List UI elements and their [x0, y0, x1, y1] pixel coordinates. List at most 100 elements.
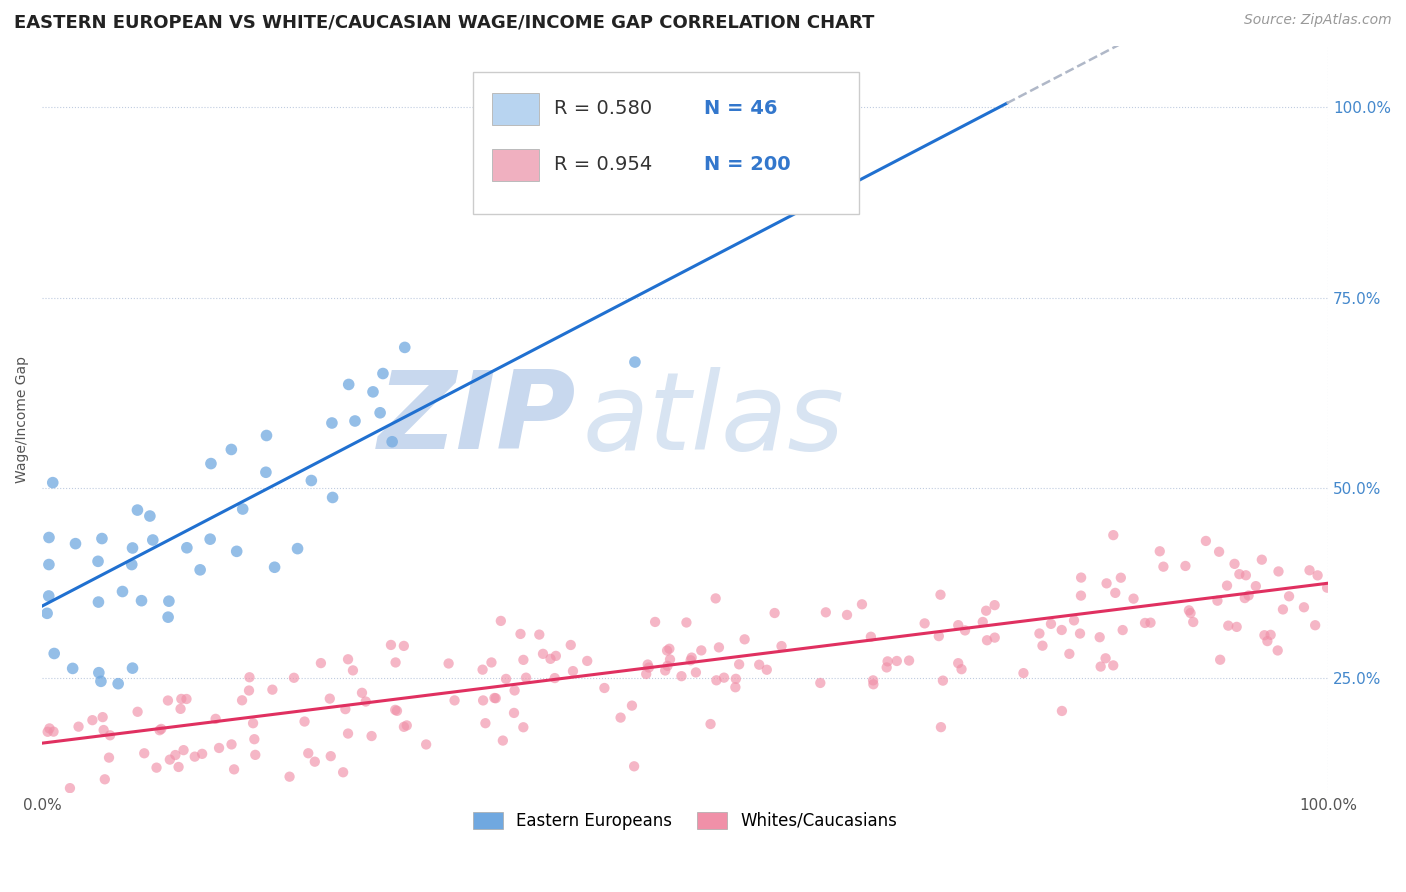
Point — [681, 650, 703, 665]
Point — [808, 676, 831, 690]
Point — [1271, 602, 1294, 616]
Point — [1250, 552, 1272, 566]
Point — [173, 743, 195, 757]
Point — [256, 428, 278, 442]
Point — [1094, 651, 1116, 665]
Point — [1088, 630, 1111, 644]
Point — [91, 710, 114, 724]
Point — [1102, 658, 1125, 673]
Point — [262, 682, 284, 697]
Point — [204, 712, 226, 726]
Point — [87, 554, 110, 568]
Point — [1104, 586, 1126, 600]
Point — [1070, 589, 1092, 603]
Point — [384, 703, 406, 717]
Point — [983, 631, 1005, 645]
Point — [159, 753, 181, 767]
Point — [343, 414, 366, 428]
Point — [1227, 567, 1250, 582]
Point — [675, 615, 697, 630]
Point — [1292, 600, 1315, 615]
Point — [111, 584, 134, 599]
Point — [42, 475, 65, 490]
Point — [283, 671, 305, 685]
Point — [1218, 618, 1240, 632]
Point — [1226, 620, 1249, 634]
Point — [394, 340, 416, 354]
Point — [1069, 626, 1091, 640]
Point — [350, 686, 373, 700]
Point — [983, 598, 1005, 612]
Point — [157, 594, 180, 608]
Point — [98, 750, 121, 764]
Point — [763, 606, 786, 620]
Point — [238, 670, 260, 684]
Point — [371, 367, 394, 381]
Point — [1102, 528, 1125, 542]
Point — [437, 657, 460, 671]
Point — [699, 717, 721, 731]
Point — [156, 693, 179, 707]
Point — [1039, 616, 1062, 631]
Point — [503, 683, 526, 698]
Point — [953, 624, 976, 638]
Point — [655, 643, 678, 657]
Point — [481, 656, 503, 670]
Point — [1260, 628, 1282, 642]
Point — [512, 653, 534, 667]
Point — [208, 741, 231, 756]
Point — [658, 641, 681, 656]
Point — [862, 673, 884, 688]
Point — [254, 465, 277, 479]
Text: R = 0.580: R = 0.580 — [554, 99, 652, 119]
Point — [200, 457, 222, 471]
Point — [734, 632, 756, 647]
Point — [914, 616, 936, 631]
Point — [623, 759, 645, 773]
Point — [472, 693, 495, 707]
Point — [644, 615, 666, 629]
Point — [1178, 603, 1201, 617]
Point — [157, 610, 180, 624]
Text: EASTERN EUROPEAN VS WHITE/CAUCASIAN WAGE/INCOME GAP CORRELATION CHART: EASTERN EUROPEAN VS WHITE/CAUCASIAN WAGE… — [14, 13, 875, 31]
Point — [321, 416, 343, 430]
Point — [392, 720, 415, 734]
Point — [1139, 615, 1161, 630]
Point — [121, 558, 143, 572]
Point — [1180, 606, 1202, 620]
Point — [529, 627, 551, 641]
Point — [188, 563, 211, 577]
Point — [1267, 565, 1289, 579]
Point — [90, 674, 112, 689]
Point — [562, 664, 585, 678]
Point — [319, 749, 342, 764]
Point — [360, 729, 382, 743]
Point — [231, 693, 253, 707]
Point — [748, 657, 770, 672]
Point — [489, 614, 512, 628]
Point — [263, 560, 285, 574]
Point — [770, 639, 793, 653]
Point — [337, 377, 360, 392]
Point — [1298, 563, 1320, 577]
Point — [225, 544, 247, 558]
Point — [44, 647, 66, 661]
Y-axis label: Wage/Income Gap: Wage/Income Gap — [15, 356, 30, 483]
Point — [724, 680, 747, 694]
Point — [361, 384, 384, 399]
Point — [1063, 614, 1085, 628]
Point — [232, 502, 254, 516]
Point — [337, 652, 360, 666]
Point — [1306, 568, 1329, 582]
Point — [93, 723, 115, 737]
Point — [531, 647, 554, 661]
Point — [471, 663, 494, 677]
Point — [886, 654, 908, 668]
Point — [332, 765, 354, 780]
Point — [221, 442, 243, 457]
Point — [706, 673, 728, 688]
Point — [1303, 618, 1326, 632]
Point — [127, 705, 149, 719]
Point — [929, 720, 952, 734]
Point — [392, 639, 415, 653]
